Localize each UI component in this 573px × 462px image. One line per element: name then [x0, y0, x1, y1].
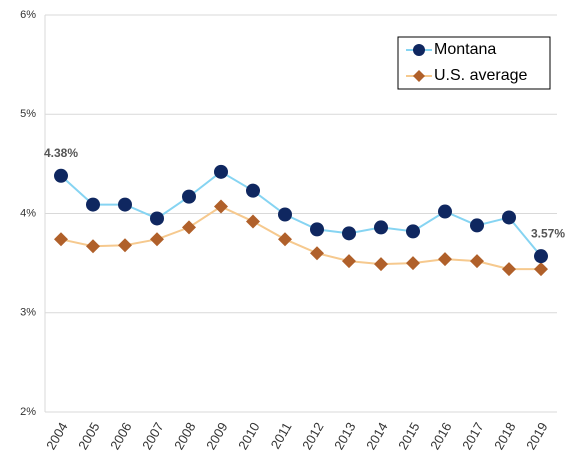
- x-tick-label: 2005: [75, 420, 102, 453]
- marker: [246, 183, 260, 198]
- x-tick-label: 2011: [268, 420, 295, 452]
- marker: [534, 262, 548, 277]
- marker: [182, 220, 196, 235]
- x-tick-label: 2007: [139, 420, 166, 453]
- marker: [470, 254, 484, 269]
- x-tick-label: 2009: [203, 420, 230, 453]
- legend-box: [397, 36, 551, 90]
- marker: [86, 239, 100, 254]
- marker: [310, 222, 324, 237]
- marker: [86, 197, 100, 212]
- marker: [54, 232, 68, 247]
- marker: [534, 249, 548, 264]
- marker: [342, 254, 356, 269]
- marker: [502, 262, 516, 277]
- marker: [438, 204, 452, 219]
- marker: [374, 220, 388, 235]
- x-tick-label: 2019: [523, 420, 550, 453]
- marker: [182, 189, 196, 204]
- marker: [150, 211, 164, 226]
- data-label: 4.38%: [44, 146, 78, 160]
- marker: [374, 257, 388, 272]
- marker: [342, 226, 356, 241]
- marker: [470, 218, 484, 233]
- y-tick-label: 3%: [20, 307, 36, 319]
- x-tick-label: 2014: [363, 420, 390, 453]
- marker: [214, 164, 228, 179]
- marker: [310, 246, 324, 261]
- legend-marker: [413, 70, 425, 82]
- marker: [150, 232, 164, 247]
- x-tick-label: 2004: [43, 420, 70, 453]
- marker: [214, 199, 228, 214]
- y-tick-label: 5%: [20, 108, 36, 120]
- x-tick-label: 2013: [331, 420, 358, 453]
- x-tick-label: 2008: [171, 420, 198, 453]
- y-tick-label: 4%: [20, 207, 36, 219]
- x-tick-label: 2015: [395, 420, 422, 453]
- marker: [278, 232, 292, 247]
- data-label: 3.57%: [531, 226, 565, 240]
- marker: [502, 210, 516, 225]
- x-tick-label: 2006: [107, 420, 134, 453]
- marker: [438, 252, 452, 267]
- marker: [406, 256, 420, 271]
- x-tick-label: 2017: [459, 420, 486, 453]
- x-tick-label: 2012: [299, 420, 326, 453]
- legend-marker: [413, 44, 425, 56]
- y-tick-label: 2%: [20, 406, 36, 418]
- series-line: [60, 170, 542, 257]
- marker: [278, 207, 292, 222]
- legend-label: U.S. average: [434, 67, 527, 84]
- x-tick-label: 2010: [235, 420, 262, 453]
- marker: [118, 197, 132, 212]
- marker: [246, 214, 260, 229]
- legend-label: Montana: [434, 41, 496, 58]
- y-tick-label: 6%: [20, 9, 36, 21]
- series-line: [60, 205, 541, 271]
- x-tick-label: 2016: [427, 420, 454, 453]
- marker: [54, 168, 68, 183]
- marker: [118, 238, 132, 253]
- x-tick-label: 2018: [491, 420, 518, 453]
- marker: [406, 224, 420, 239]
